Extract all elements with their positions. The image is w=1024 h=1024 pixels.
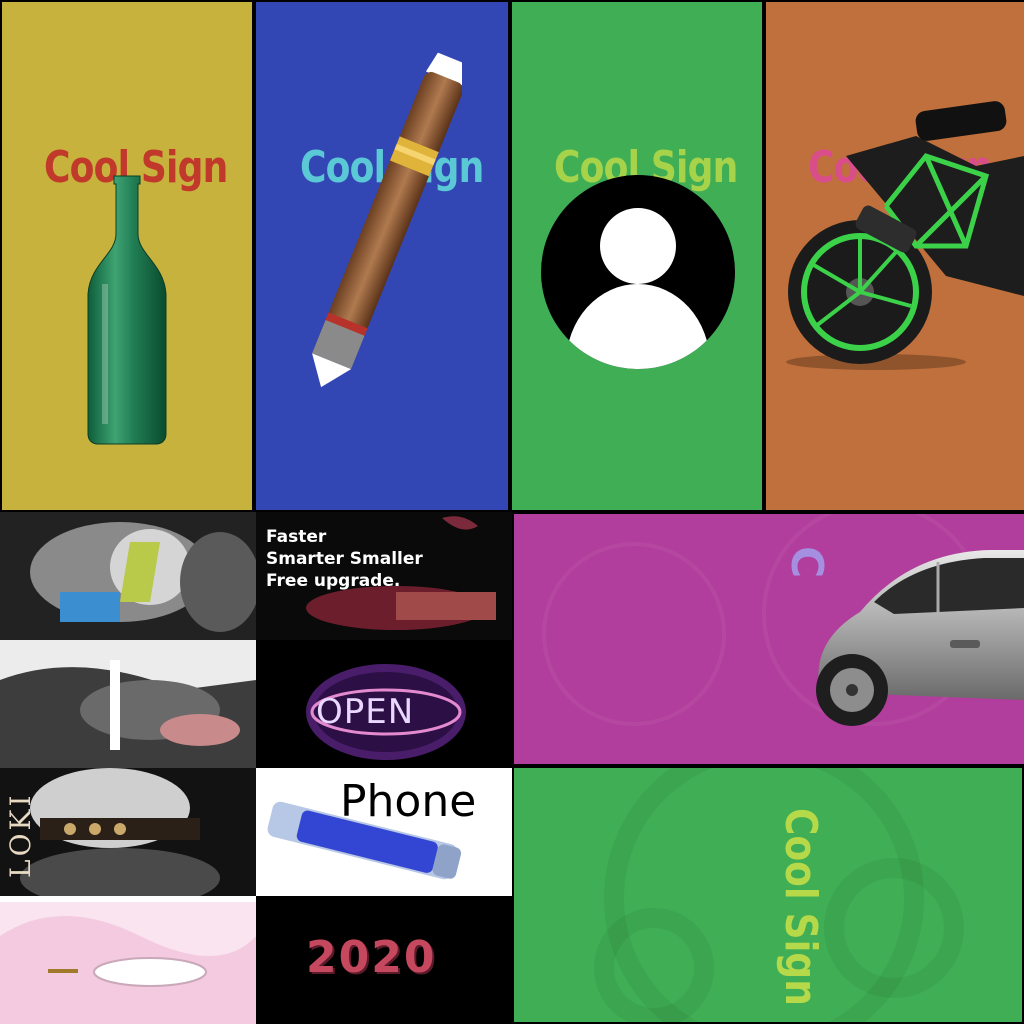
collage-cell-promo[interactable]: Faster Smarter Smaller Free upgrade.	[256, 512, 512, 640]
collage-cell-portrait-2[interactable]	[0, 640, 256, 768]
bottle-icon	[87, 175, 167, 445]
collage-cell-pink[interactable]	[0, 896, 256, 1024]
cigar-icon	[312, 52, 462, 388]
collage-cell-phone[interactable]: Phone	[256, 768, 512, 896]
poster-art	[256, 512, 512, 640]
tile-bottle[interactable]: Cool Sign	[2, 2, 252, 510]
poster-art	[0, 896, 256, 1024]
open-sign-label: OPEN	[316, 692, 415, 732]
tile-background-pattern	[594, 768, 964, 1022]
promo-text: Faster Smarter Smaller Free upgrade.	[266, 526, 423, 592]
poster-art	[0, 640, 256, 768]
tile-car[interactable]: C	[514, 514, 1024, 764]
year-label: 2020	[306, 932, 437, 983]
loki-label: LOKI	[4, 792, 37, 878]
user-avatar-icon	[541, 175, 735, 369]
motorbike-icon	[786, 101, 1024, 370]
tile-motorbike[interactable]: Cool Sign	[766, 2, 1024, 510]
promo-line-2: Smarter Smaller	[266, 549, 423, 569]
car-icon	[816, 550, 1024, 726]
tile-avatar[interactable]: Cool Sign	[512, 2, 762, 510]
collage-cell-portrait-1[interactable]	[0, 512, 256, 640]
phone-art	[256, 768, 512, 896]
collage-cell-open-sign[interactable]: OPEN	[256, 640, 512, 768]
phone-label: Phone	[340, 776, 477, 827]
tile-cool-sign-vertical[interactable]: Cool Sign	[514, 768, 1022, 1022]
collage-cell-year[interactable]: 2020	[256, 896, 512, 1024]
promo-line-1: Faster	[266, 527, 327, 547]
promo-line-3: Free upgrade.	[266, 571, 401, 591]
tile-label: Cool Sign	[775, 808, 826, 1006]
poster-art	[0, 512, 256, 640]
poster-art	[0, 768, 256, 896]
marker-icon	[48, 969, 78, 973]
tile-cigar[interactable]: Cool Sign	[256, 2, 508, 510]
collage-cell-loki[interactable]: LOKI	[0, 768, 256, 896]
neon-sign-art	[256, 640, 512, 768]
